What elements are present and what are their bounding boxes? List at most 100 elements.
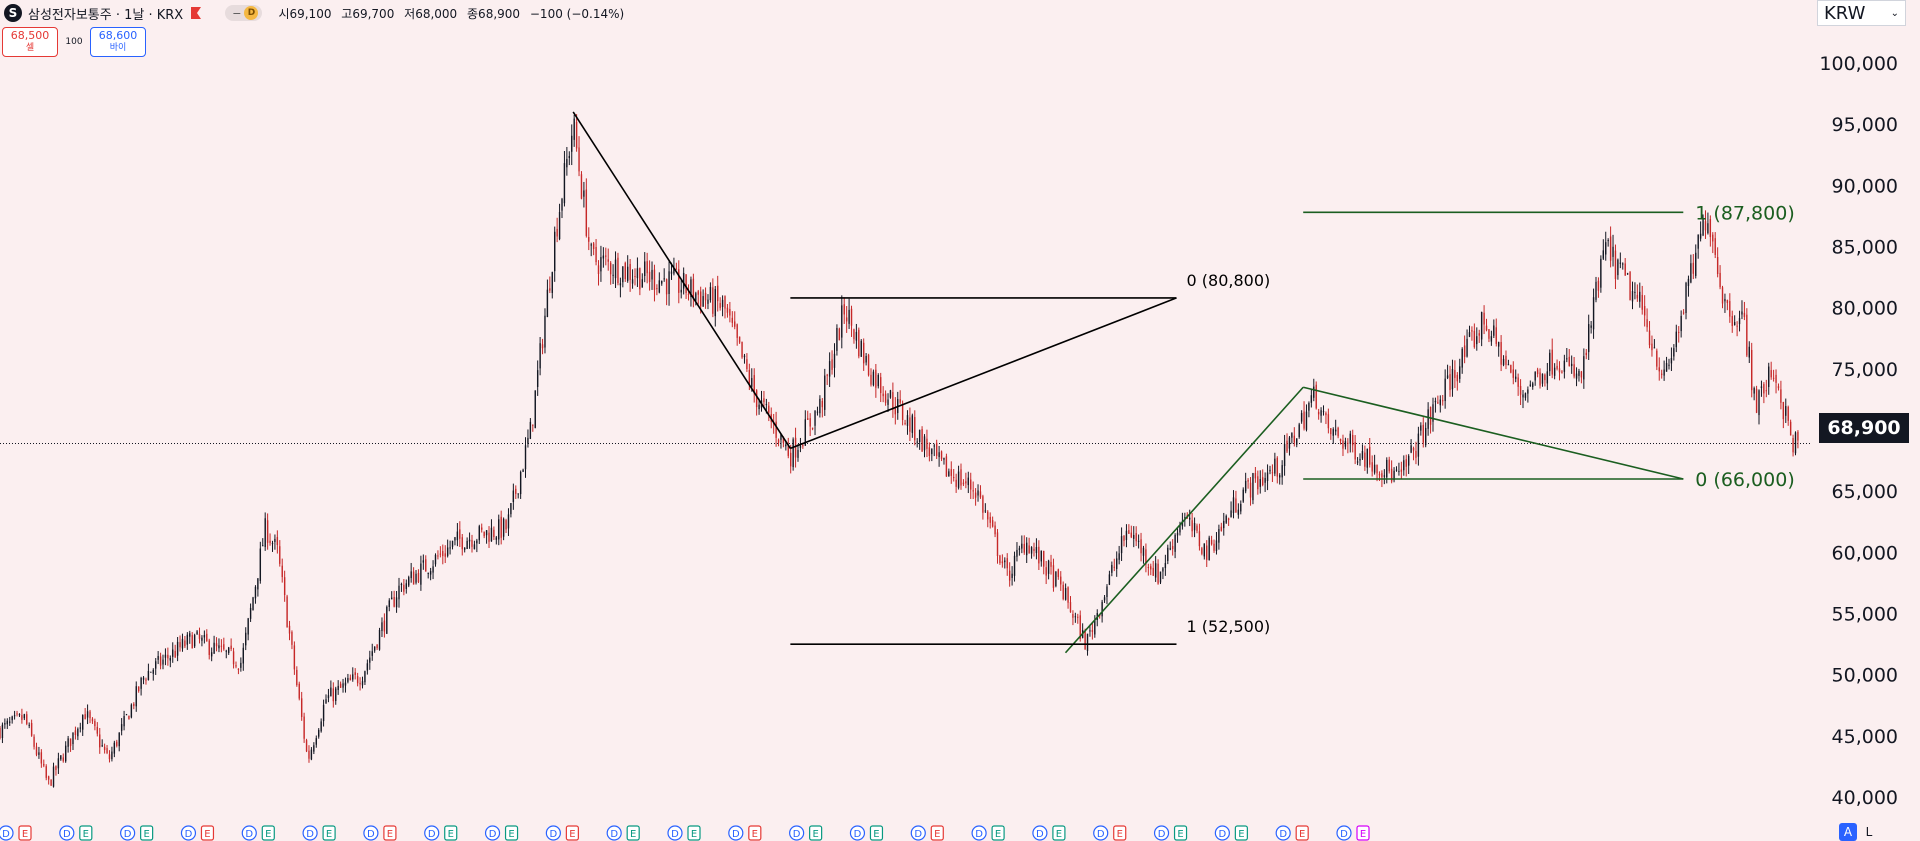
candle-body	[1055, 571, 1057, 587]
candle-body	[1033, 548, 1035, 551]
candle-body	[826, 374, 828, 376]
candle-body	[442, 551, 444, 557]
candle-body	[349, 677, 352, 681]
candle-body	[1427, 409, 1429, 429]
candle-body	[1456, 374, 1459, 382]
candle-body	[198, 633, 201, 639]
close-value: 종68,900	[467, 6, 521, 21]
candle-body	[1758, 390, 1760, 416]
candle-body	[339, 683, 342, 688]
candle-body	[118, 732, 120, 747]
candle-body	[1152, 567, 1154, 576]
candle-body	[269, 540, 271, 543]
candle-body	[64, 745, 67, 762]
dividend-marker-label: D	[1158, 829, 1166, 840]
earnings-marker	[261, 825, 275, 841]
candle-body	[1210, 540, 1213, 545]
dividend-marker-label: D	[1279, 829, 1287, 840]
candle-body	[833, 353, 836, 368]
candle-body	[18, 714, 21, 716]
flag-icon[interactable]	[191, 7, 202, 19]
candle-body	[802, 445, 804, 447]
candle-body	[1541, 373, 1544, 384]
candle-body	[344, 682, 347, 686]
candle-body	[1120, 536, 1123, 554]
candle-body	[519, 472, 522, 495]
candle-body	[741, 341, 743, 358]
buy-button[interactable]: 68,600 바이	[90, 27, 146, 57]
status-pill[interactable]: − D	[225, 5, 263, 21]
currency-select[interactable]: KRW ⌄	[1817, 0, 1906, 26]
symbol-title[interactable]: 삼성전자보통주 · 1날 · KRX	[28, 7, 184, 23]
candle-body	[240, 662, 242, 668]
earnings-marker	[1052, 825, 1066, 841]
candle-body	[609, 262, 612, 275]
candle-body	[758, 404, 760, 410]
candle-body	[916, 441, 918, 443]
candle-body	[1493, 325, 1495, 336]
candle-body	[811, 427, 814, 429]
candle-body	[1797, 431, 1799, 441]
candle-body	[729, 308, 731, 316]
candle-body	[264, 518, 266, 548]
candle-body	[987, 511, 989, 520]
candle-body	[807, 418, 809, 420]
candle-body	[1191, 520, 1193, 532]
candle-body	[373, 646, 376, 651]
symbol-logo-icon[interactable]: S	[4, 4, 22, 22]
candle-body	[456, 531, 459, 541]
candle-body	[1556, 365, 1558, 369]
candle-body	[1317, 411, 1320, 415]
candle-body	[665, 279, 668, 295]
candle-body	[1339, 439, 1342, 442]
candle-body	[1466, 338, 1468, 357]
candle-body	[1444, 378, 1446, 401]
candle-body	[1755, 388, 1758, 413]
candle-body	[191, 635, 193, 649]
candle-body	[376, 644, 378, 649]
candle-body	[1653, 347, 1656, 349]
candle-body	[89, 711, 91, 719]
candle-body	[1337, 427, 1339, 437]
candle-body	[1111, 564, 1113, 573]
candle-body	[1461, 348, 1463, 368]
candle-body	[974, 492, 977, 498]
candle-body	[1244, 480, 1247, 492]
candle-body	[1315, 384, 1317, 409]
candle-body	[300, 698, 303, 717]
candle-body	[103, 746, 106, 750]
candle-body	[181, 638, 184, 649]
earnings-marker	[930, 825, 944, 841]
candle-body	[768, 405, 770, 413]
dividend-marker	[424, 825, 440, 841]
candle-body	[1624, 263, 1626, 276]
candle-body	[977, 490, 979, 496]
candle-body	[471, 540, 473, 547]
candle-body	[828, 361, 831, 377]
candle-body	[242, 647, 244, 664]
sell-button[interactable]: 68,500 셀	[2, 27, 58, 57]
candle-body	[1670, 358, 1673, 364]
candle-body	[96, 726, 99, 734]
candle-body	[1515, 376, 1517, 379]
auto-scale-button[interactable]: A	[1839, 823, 1857, 841]
candle-body	[1480, 312, 1483, 340]
earnings-marker-label: E	[387, 829, 393, 840]
candle-body	[1147, 567, 1150, 569]
candle-body	[164, 654, 167, 658]
candle-body	[1249, 482, 1252, 498]
candle-body	[500, 516, 502, 538]
candle-body	[631, 279, 634, 284]
candle-body	[386, 606, 388, 634]
candle-body	[787, 444, 789, 456]
candle-body	[1023, 543, 1025, 553]
candle-body	[656, 288, 658, 290]
candle-body	[1381, 473, 1383, 478]
candle-body	[1473, 330, 1476, 348]
log-scale-button[interactable]: L	[1865, 825, 1873, 839]
candle-body	[1176, 532, 1179, 536]
candle-body	[155, 661, 157, 669]
candle-body	[1707, 223, 1709, 234]
candle-body	[1322, 411, 1325, 413]
